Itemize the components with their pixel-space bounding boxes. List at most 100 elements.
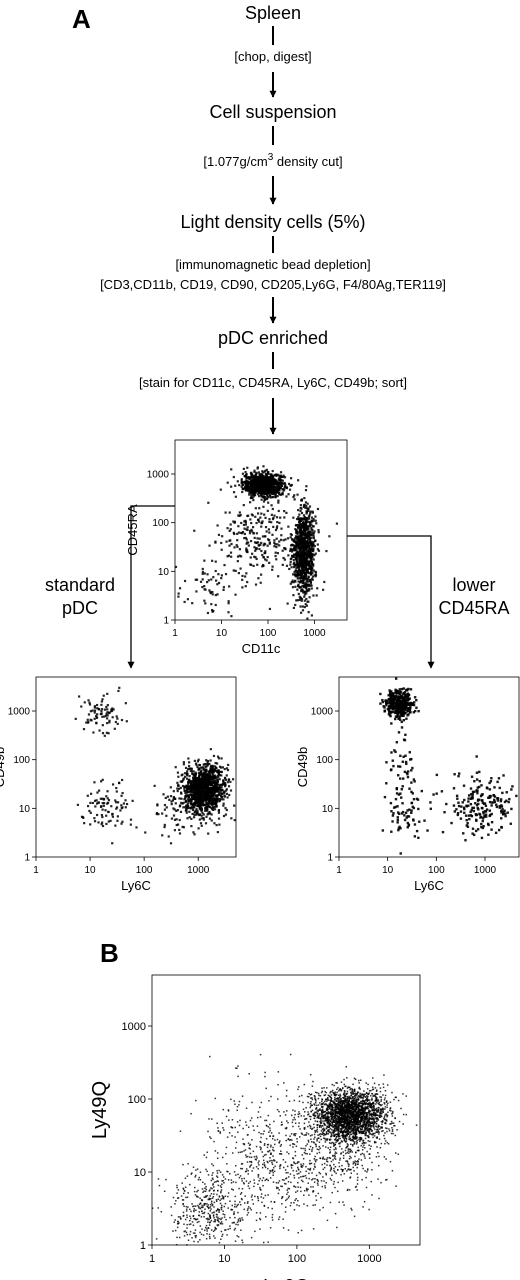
data-point [260,474,264,477]
data-point [389,768,393,772]
data-point [185,777,189,780]
data-point [406,772,409,776]
data-point [189,801,193,805]
data-point [328,1129,330,1131]
data-point [292,565,296,569]
data-point [87,699,90,702]
data-point [304,603,307,606]
y-tick-label: 1 [327,853,333,864]
data-point [155,811,159,815]
data-point [243,520,246,523]
data-point [306,538,310,541]
data-point [101,801,104,805]
data-point [268,531,271,534]
data-point [248,490,251,493]
data-point [258,488,261,491]
data-point [205,801,208,804]
data-point [197,758,200,761]
data-point [125,802,129,806]
y-axis-label: CD49b [0,747,7,787]
x-tick-label: 1 [172,628,178,639]
data-point [174,565,178,569]
data-point [333,1130,335,1133]
data-point [314,519,317,522]
data-point [183,786,187,789]
data-point [243,527,246,530]
data-point [305,522,308,525]
data-point [481,801,485,804]
data-point [254,491,257,494]
data-point [208,810,211,814]
data-point [300,576,304,580]
data-point [110,710,113,713]
data-point [307,526,310,529]
data-point [364,1100,366,1102]
data-point [500,826,503,829]
data-point [247,514,250,517]
data-point [208,817,212,820]
data-point [504,812,507,815]
data-point [251,477,255,480]
data-point [407,713,410,716]
data-point [200,790,203,793]
data-point [208,789,211,792]
data-point [175,818,178,821]
data-point [488,788,492,791]
data-point [268,538,271,542]
data-point [201,578,204,581]
data-point [271,507,274,511]
data-point [172,814,176,817]
data-point [268,476,271,480]
data-point [216,788,219,791]
data-point [182,777,185,780]
data-point [313,1115,316,1117]
data-point [311,531,314,534]
data-point [384,1089,387,1092]
data-point [254,549,257,552]
data-point [277,501,280,504]
data-point [198,813,201,817]
data-point [212,806,215,809]
data-point [82,816,85,819]
data-point [301,605,304,608]
data-point [175,823,178,827]
data-point [193,833,196,836]
data-point [237,571,240,575]
data-point [201,781,204,784]
data-point [203,796,206,799]
x-tick-label: 10 [85,865,97,876]
data-point [306,552,309,556]
data-point [335,1097,338,1100]
data-point [311,542,315,546]
data-point [232,531,235,534]
data-point [208,769,211,773]
data-point [208,799,212,802]
data-point [202,794,205,798]
data-point [186,772,189,776]
data-point [245,572,248,575]
data-point [95,721,98,724]
data-point [377,1125,380,1128]
data-point [115,715,118,718]
data-point [392,764,395,768]
data-point [396,703,400,707]
data-point [488,794,491,798]
data-point [271,533,274,536]
data-point [185,807,188,810]
data-point [268,561,271,564]
data-point [264,469,267,472]
data-point [198,779,201,783]
data-point [187,768,190,771]
data-point [402,687,406,690]
data-point [201,766,204,769]
data-point [195,763,198,766]
data-point [88,809,91,813]
data-point [212,781,216,784]
data-point [295,567,298,570]
data-point [169,786,172,789]
data-point [220,798,223,801]
data-point [199,822,203,825]
data-point [178,587,182,590]
data-point [298,598,301,602]
data-point [478,785,481,789]
